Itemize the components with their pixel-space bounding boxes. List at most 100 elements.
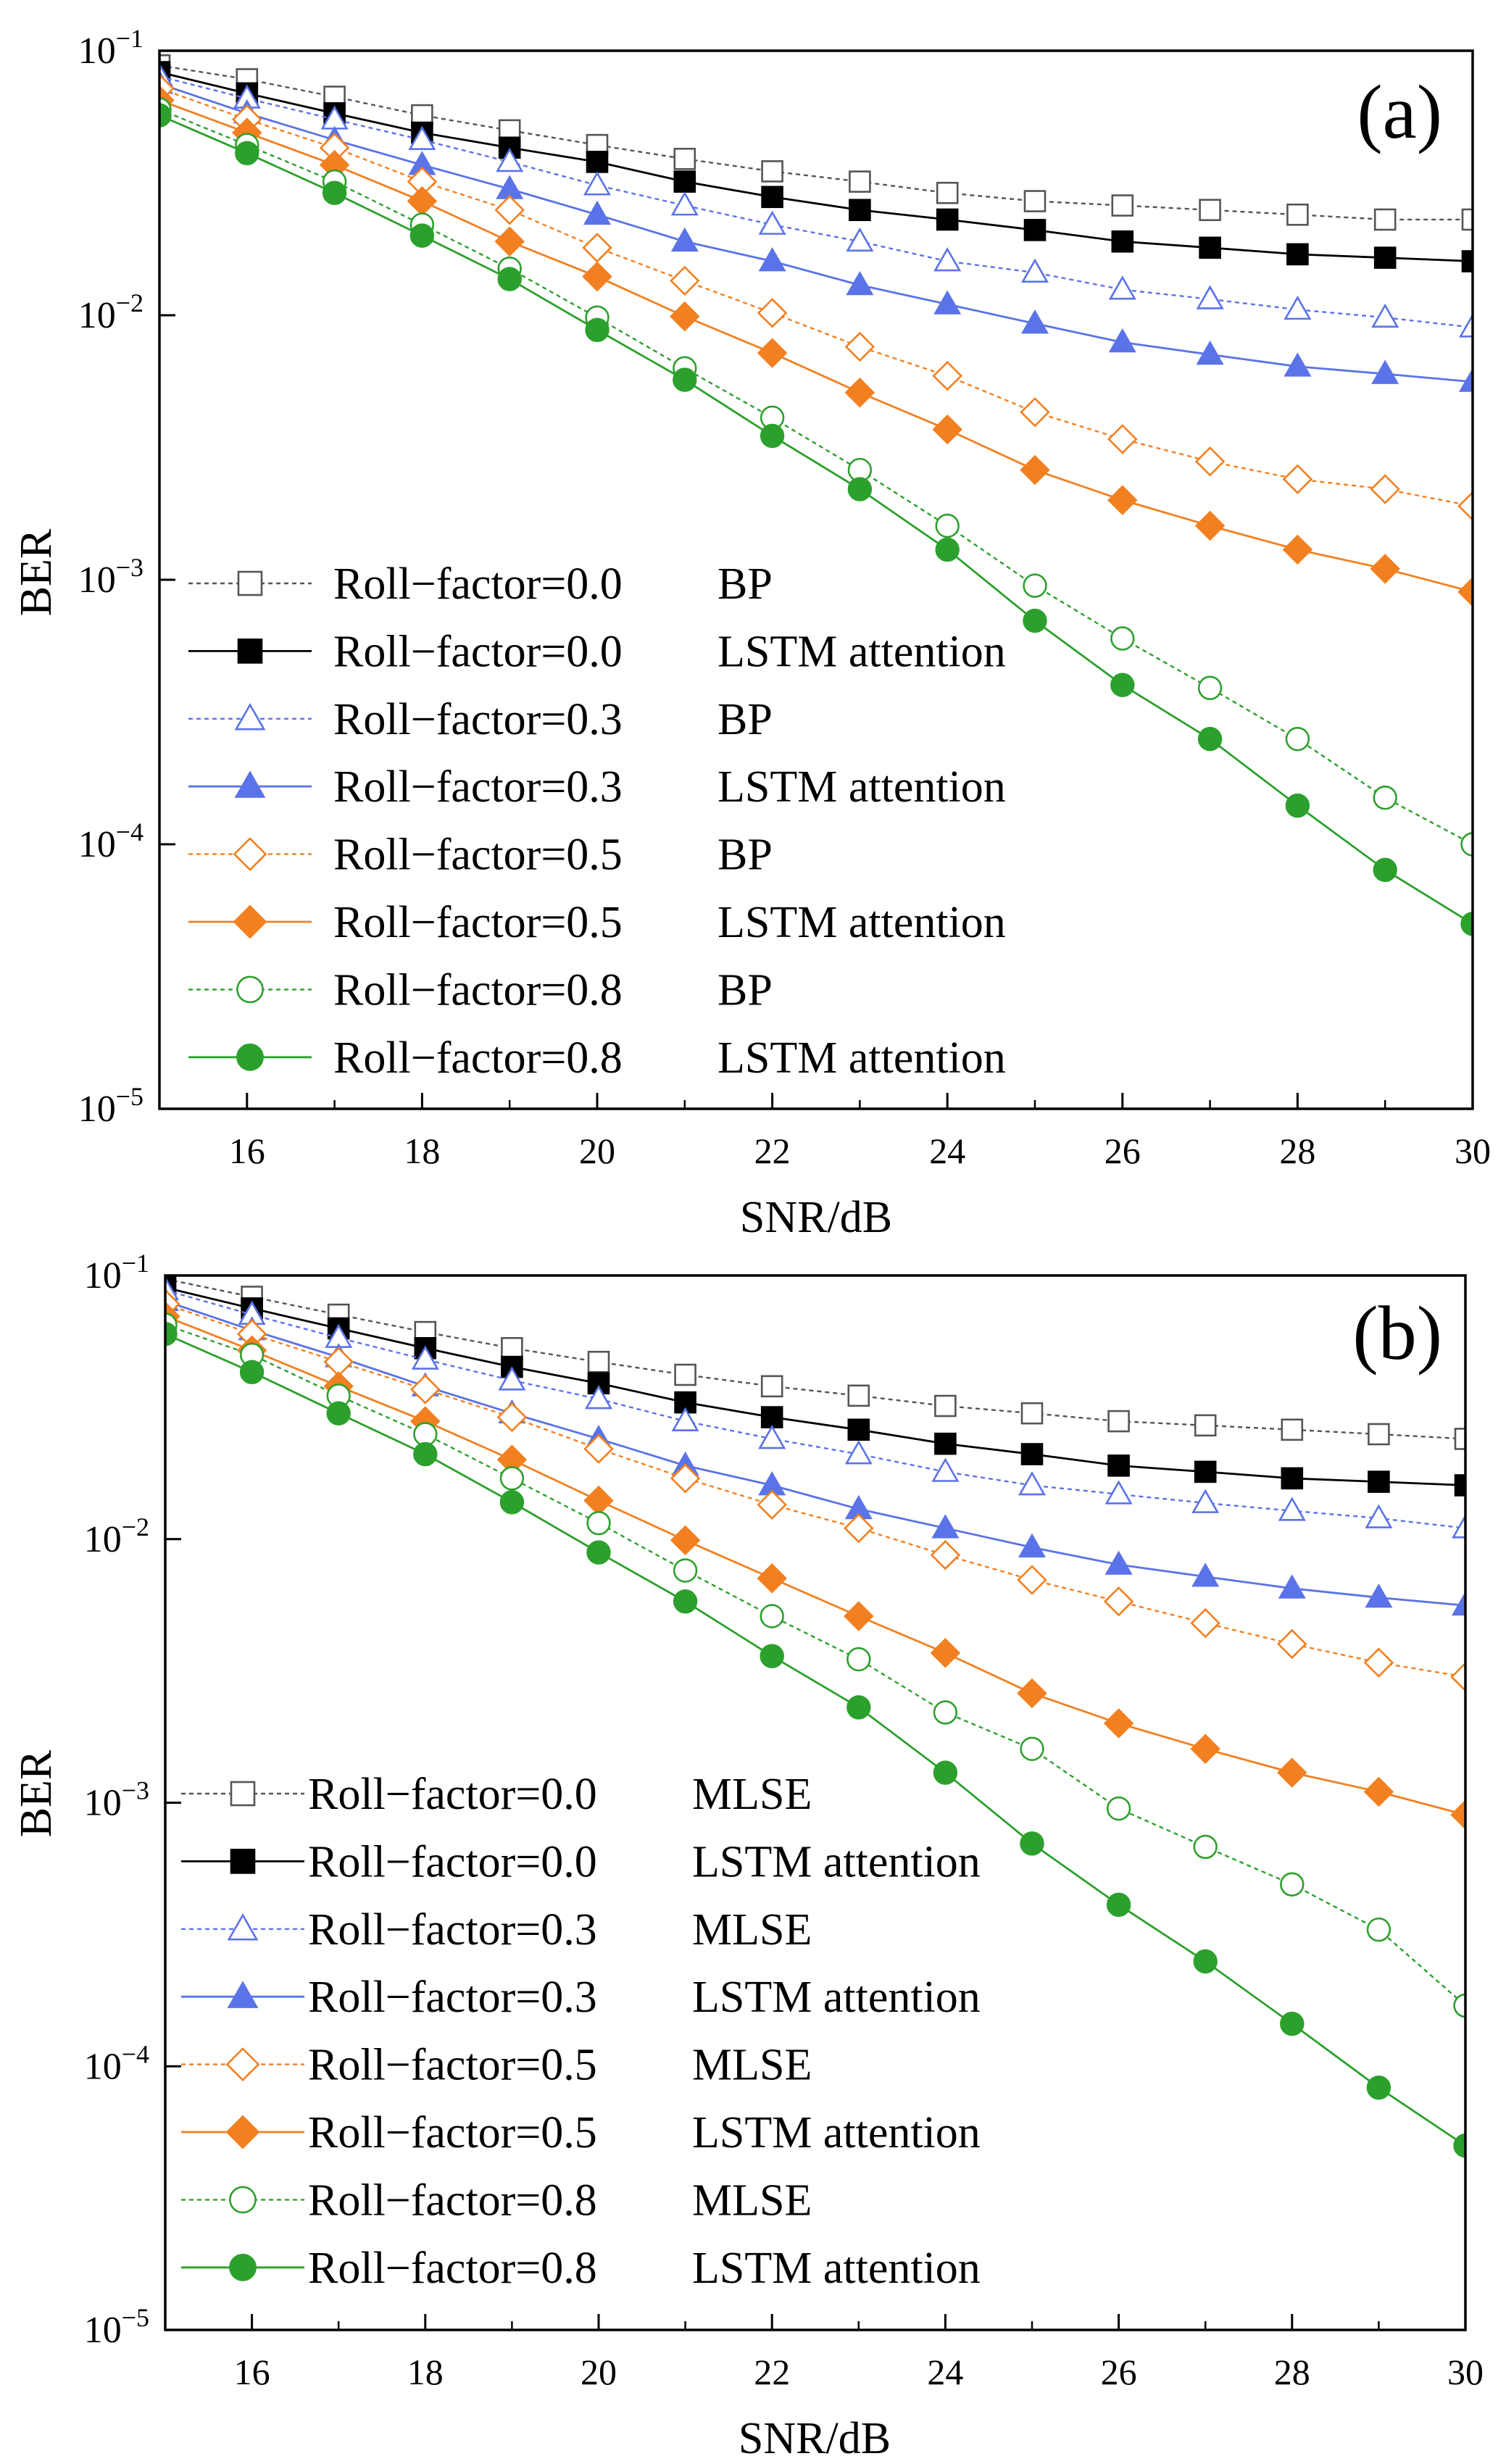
panel-b-series-1-point-9 [934,1432,957,1455]
panel-b-x-tick-label-3: 22 [754,2352,790,2392]
panel-a-x-tick-label-3: 22 [754,1131,791,1171]
panel-a-series-5 [159,85,1473,607]
panel-a-legend-marker-2 [234,702,266,731]
panel-a-series-6-point-11 [1110,626,1135,651]
panel-a-legend-method-1: LSTM attention [717,627,1006,676]
panel-a-legend-label-7: Roll−factor=0.8 [333,1033,623,1083]
panel-b-series-7-point-2 [326,1401,351,1425]
panel-a-series-1-point-10 [1023,219,1047,241]
panel-b-series-4-point-3 [410,1374,441,1404]
panel-a-series-5-point-4 [494,226,525,257]
panel-a-series-7-point-7 [760,423,785,449]
panel-a-series-4-point-13 [1282,464,1313,494]
panel-a-series-3-point-5 [583,200,612,225]
panel-a-series-2-point-5 [583,171,612,196]
panel-a-legend-method-4: BP [717,831,773,880]
panel-a-series-5-line [159,99,1473,594]
panel-b-legend-label-2: Roll−factor=0.3 [308,1905,597,1955]
panel-b-series-4-point-4 [496,1402,528,1433]
panel-b-legend-marker-0 [230,1781,256,1807]
panel-a-legend-item-7: Roll−factor=0.8 LSTM attention [188,1033,1006,1083]
panel-b-series-6-point-13 [1280,1872,1305,1897]
panel-b-series-1-point-11 [1107,1454,1130,1477]
panel-a-series-5-point-13 [1282,534,1313,565]
panel-a-series-3-point-14 [1371,359,1399,384]
panel-a-legend-method-2: BP [717,695,773,744]
panel-a-series-6 [159,97,1473,857]
panel-a-legend-label-3: Roll−factor=0.3 [333,762,623,812]
panel-b-series-0-point-4 [501,1336,523,1360]
panel-b-x-tick-label-1: 18 [407,2352,444,2392]
panel-b-series-7-point-5 [586,1540,611,1565]
panel-b-legend-item-3: Roll−factor=0.3 LSTM attention [181,1973,981,2022]
panel-b-legend-item-1: Roll−factor=0.0 LSTM attention [181,1837,981,1886]
panel-b-series-4-point-14 [1363,1647,1394,1678]
panel-a-series-7-point-13 [1285,793,1310,818]
panel-b-series-7-point-1 [239,1360,265,1385]
panel-b-series-5-point-9 [930,1638,961,1668]
panel-b-series-5-point-11 [1103,1708,1134,1739]
panel-a-series-4-point-14 [1370,474,1400,504]
panel-a-series-3 [159,70,1473,392]
panel-b-series-0-point-15 [1454,1428,1465,1450]
panel-a-series-1-point-7 [761,186,783,209]
panel-b-legend-marker-2 [227,1912,259,1941]
panel-b-legend-label-6: Roll−factor=0.8 [308,2176,597,2225]
panel-b-y-axis-label: BER [12,1749,61,1837]
panel-a-series-1-point-11 [1111,230,1134,253]
panel-a-series-5-point-14 [1370,554,1400,584]
panel-b-series-6-point-5 [586,1510,611,1536]
panel-a-series-5-point-12 [1194,510,1226,541]
panel-a-x-tick-label-1: 18 [404,1131,440,1171]
panel-a-series-6-point-14 [1373,786,1397,810]
panel-b-y-tick-label-2: 10−3 [84,1776,149,1824]
panel-b-legend-marker-4 [225,2047,260,2082]
panel-a-series-4-point-11 [1107,424,1138,454]
panel-b-legend-marker-1 [230,1849,256,1874]
panel-b-series-7-point-4 [499,1490,525,1515]
panel-b-legend-item-5: Roll−factor=0.5 LSTM attention [181,2108,981,2157]
panel-b-series-5-point-13 [1277,1757,1307,1788]
panel-b-series-0-point-7 [760,1375,783,1398]
panel-a-series-2-point-13 [1284,295,1312,320]
panel-a-series-3-point-15 [1458,367,1473,392]
panel-a-series-0-point-13 [1286,203,1309,226]
panel-a-series-7-point-1 [235,141,259,166]
panel-b-series-4-point-12 [1190,1607,1220,1639]
panel-a-series-3-point-12 [1196,340,1224,365]
panel-a-series-6-point-10 [1023,573,1047,598]
panel-a-series-6-point-13 [1285,727,1310,752]
panel-a-series-4-point-6 [670,265,700,296]
panel-a-series-2-point-14 [1371,303,1399,328]
panel-b-series-1-point-15 [1454,1474,1465,1497]
panel-a-series-5-point-3 [407,186,438,217]
panel-b-series-1-point-12 [1194,1460,1217,1483]
panel-b-series-6-point-6 [673,1558,698,1583]
panel-a-axes-frame [158,49,1474,1110]
panel-b-x-tick-label-4: 24 [927,2352,963,2392]
panel-b-series-2-point-12 [1191,1489,1220,1513]
panel-a-series-4-line [159,87,1473,507]
panel-a-series-1-point-5 [586,151,609,173]
panel-a-legend-marker-6 [236,975,264,1004]
panel-a-series-7-point-2 [322,180,347,205]
panel-b-series-2-point-7 [758,1425,786,1449]
panel-a-series-2-point-3 [408,125,436,150]
panel-a-legend-marker-5 [233,904,267,939]
panel-a-series-0-point-11 [1111,194,1134,217]
panel-a-x-tick-label-5: 26 [1104,1131,1141,1171]
panel-b-series-2-point-5 [584,1385,613,1410]
panel-b-series-5-point-8 [844,1601,874,1631]
panel-a-series-7-line [159,114,1473,925]
panel-b-legend-marker-6 [229,2186,257,2214]
panel-a-x-tick-label-7: 30 [1455,1131,1491,1171]
panel-b-x-tick-label-7: 30 [1447,2352,1484,2392]
panel-a-series-2-line [159,75,1473,328]
panel-a-legend-marker-7 [236,1043,264,1071]
panel-b-y-tick-label-3: 10−4 [84,2039,149,2087]
panel-b-series-2-point-4 [498,1366,526,1391]
panel-a-series-4-point-5 [582,233,612,263]
panel-a-series-7-point-11 [1110,673,1135,697]
panel-b-series-1-point-14 [1368,1470,1390,1493]
panel-a-series-7-point-9 [935,537,960,562]
